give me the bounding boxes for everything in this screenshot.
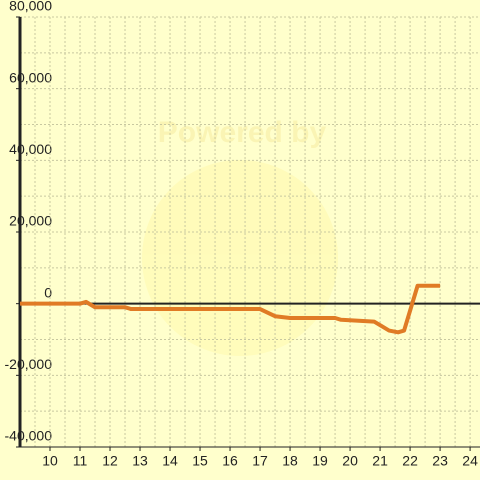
- y-tick-label: 60,000: [9, 69, 52, 85]
- x-tick-label: 15: [192, 453, 208, 469]
- x-tick-label: 11: [73, 453, 88, 469]
- x-tick-label: 10: [42, 453, 58, 469]
- x-tick-label: 12: [102, 453, 118, 469]
- x-tick-label: 21: [372, 453, 388, 469]
- x-tick-label: 19: [312, 453, 328, 469]
- watermark: Powered by: [142, 116, 338, 356]
- x-tick-label: 13: [132, 453, 148, 469]
- x-tick-label: 17: [252, 453, 268, 469]
- x-tick-label: 24: [462, 453, 478, 469]
- x-tick-label: 14: [162, 453, 178, 469]
- watermark-logo: [142, 160, 338, 356]
- y-tick-label: 0: [44, 284, 52, 300]
- data-line: [20, 283, 441, 335]
- x-tick-label: 18: [282, 453, 298, 469]
- y-tick-label: 40,000: [9, 141, 52, 157]
- x-tick-label: 22: [402, 453, 418, 469]
- y-tick-label: -40,000: [5, 428, 53, 444]
- x-tick-label: 23: [432, 453, 448, 469]
- y-tick-label: 80,000: [9, 0, 52, 14]
- y-tick-label: 20,000: [9, 213, 52, 229]
- watermark-text: Powered by: [158, 116, 327, 149]
- y-tick-label: -20,000: [5, 356, 53, 372]
- x-tick-label: 20: [342, 453, 358, 469]
- x-tick-label: 16: [222, 453, 238, 469]
